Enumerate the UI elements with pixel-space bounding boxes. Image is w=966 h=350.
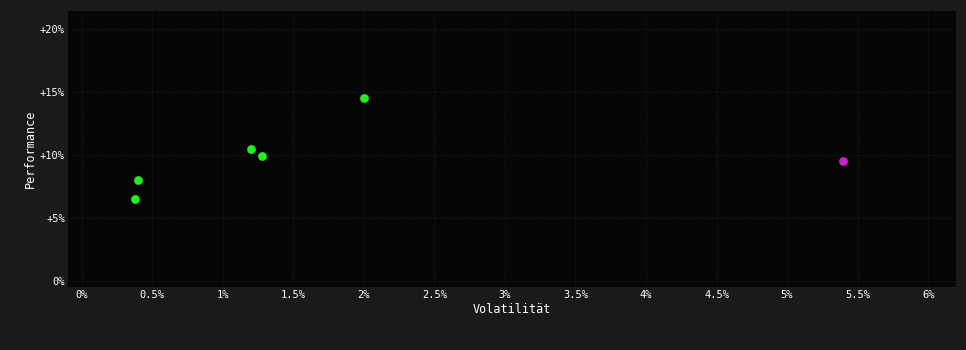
Y-axis label: Performance: Performance <box>24 110 37 188</box>
Point <box>356 96 372 101</box>
Point <box>836 159 851 164</box>
Point <box>130 177 146 183</box>
Point <box>243 146 259 152</box>
Point <box>128 196 143 202</box>
Point <box>255 154 270 159</box>
X-axis label: Volatilität: Volatilität <box>472 302 552 316</box>
